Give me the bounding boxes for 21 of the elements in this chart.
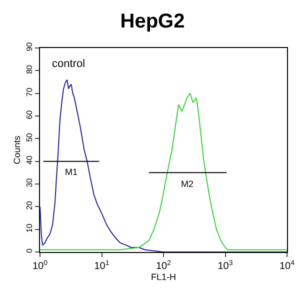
x-tick-label: 10$^{4}$ [279, 260, 295, 272]
y-tick-label: 90 [24, 42, 34, 52]
chart-title: HepG2 [120, 10, 185, 32]
x-axis-title: FL1-H [150, 272, 176, 282]
y-axis-title: Counts [12, 135, 22, 164]
y-tick-label: 70 [24, 87, 34, 97]
y-tick-label: 10 [24, 223, 34, 233]
y-tick-label: 0 [24, 248, 34, 254]
y-tick-label: 50 [24, 132, 34, 142]
series-label: M2 [181, 179, 194, 189]
y-tick-label: 60 [24, 110, 34, 120]
series-label: M1 [65, 167, 78, 177]
y-tick-label: 20 [24, 200, 34, 210]
x-tick-label: 10$^{0}$ [32, 260, 48, 272]
y-tick-label: 30 [24, 178, 34, 188]
annotation: control [52, 58, 86, 70]
y-tick-label: 80 [24, 64, 34, 74]
y-tick-label: 40 [24, 155, 34, 165]
x-tick-label: 10$^{1}$ [94, 260, 110, 272]
x-tick-label: 10$^{3}$ [218, 260, 233, 272]
x-tick-label: 10$^{2}$ [156, 260, 172, 272]
